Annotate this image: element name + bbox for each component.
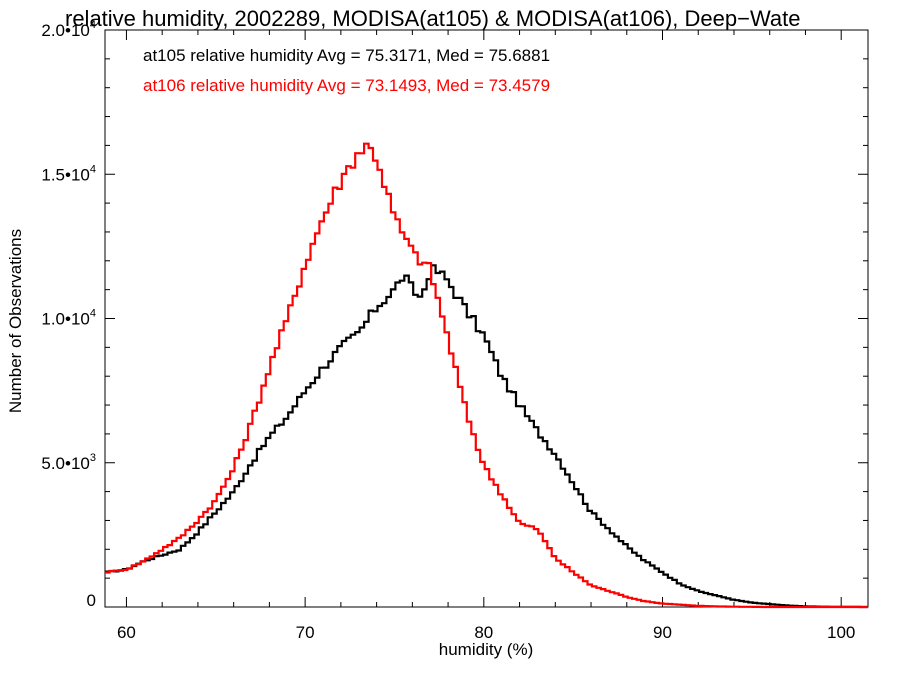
x-tick-label: 90: [653, 623, 672, 642]
x-tick-label: 60: [117, 623, 136, 642]
y-tick-label: 5.0•103: [41, 452, 96, 473]
y-tick-exponent: 4: [90, 163, 96, 175]
y-axis-title: Number of Observations: [6, 229, 25, 413]
series-layer: [105, 142, 868, 609]
stats-annotations: at105 relative humidity Avg = 75.3171, M…: [143, 46, 550, 95]
y-tick-mantissa: 1.0•10: [41, 310, 90, 329]
y-tick-label: 0: [87, 591, 96, 610]
series-at106-line: [105, 142, 868, 609]
stats-annotation: at106 relative humidity Avg = 73.1493, M…: [143, 76, 550, 95]
y-tick-mantissa: 0: [87, 591, 96, 610]
y-tick-label: 1.5•104: [41, 163, 96, 184]
y-tick-mantissa: 2.0•10: [41, 21, 90, 40]
x-axis-title: humidity (%): [439, 640, 533, 659]
y-tick-exponent: 4: [90, 19, 96, 31]
x-tick-label: 100: [827, 623, 855, 642]
series-at105-line: [105, 264, 868, 609]
y-tick-mantissa: 1.5•10: [41, 165, 90, 184]
y-tick-exponent: 4: [90, 308, 96, 320]
axis-ticks: [105, 29, 868, 608]
y-tick-mantissa: 5.0•10: [41, 454, 90, 473]
y-tick-label: 2.0•104: [41, 19, 96, 40]
y-tick-label: 1.0•104: [41, 308, 96, 329]
stats-annotation: at105 relative humidity Avg = 75.3171, M…: [143, 46, 550, 65]
chart-title: relative humidity, 2002289, MODISA(at105…: [65, 6, 801, 31]
x-tick-label: 80: [474, 623, 493, 642]
x-tick-label: 70: [296, 623, 315, 642]
plot-frame: [104, 29, 869, 608]
y-tick-exponent: 3: [90, 452, 96, 464]
